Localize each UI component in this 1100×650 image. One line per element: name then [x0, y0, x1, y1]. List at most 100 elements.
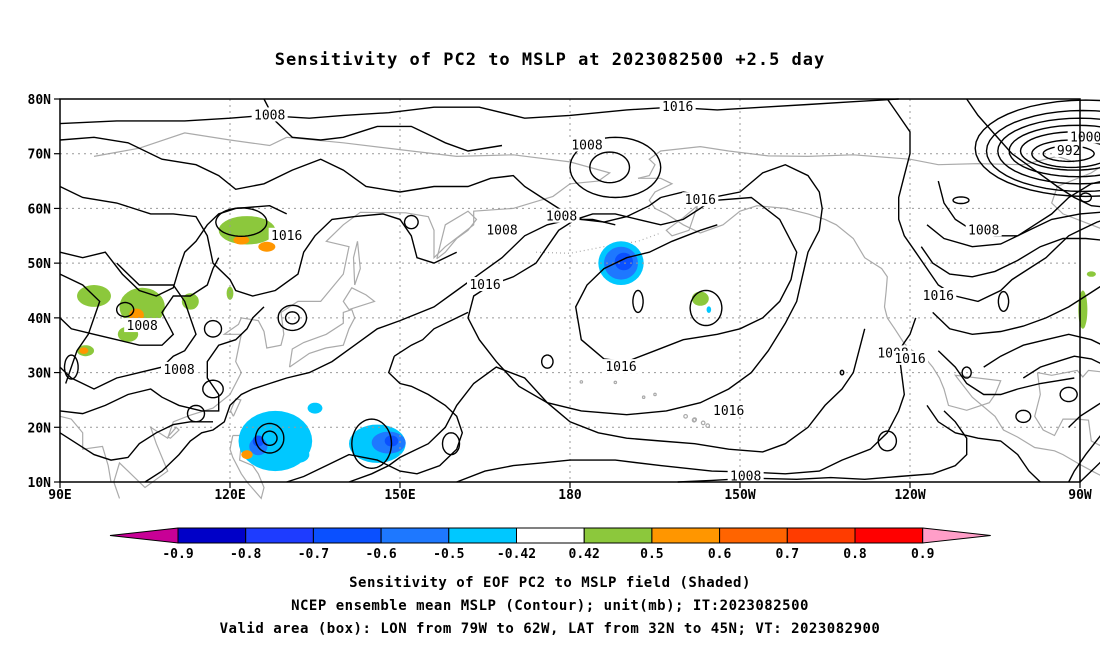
- coastline: [1051, 166, 1100, 229]
- contour-label-bg: [484, 222, 520, 237]
- sensitivity-patch: [286, 446, 310, 463]
- island: [653, 392, 657, 397]
- colorbar-label: 0.6: [708, 547, 732, 562]
- contour-label: 1008: [254, 108, 285, 123]
- coastline: [93, 132, 287, 157]
- colorbar-label: 0.7: [776, 547, 799, 562]
- sensitivity-patch: [218, 216, 276, 245]
- colorbar-label: 0.8: [843, 547, 867, 562]
- coastline: [167, 426, 180, 439]
- lat-tick-label: 10N: [28, 476, 52, 491]
- mslp-closed-contour: [277, 304, 308, 332]
- mslp-contour: [937, 350, 1075, 396]
- mslp-closed-contour: [351, 418, 393, 470]
- lat-tick-label: 80N: [28, 93, 52, 108]
- coastline: [1034, 372, 1100, 447]
- contour-label: 992: [1057, 144, 1080, 159]
- island: [705, 423, 711, 429]
- island: [700, 420, 706, 426]
- mslp-closed-contour: [541, 354, 554, 369]
- contour-label: 1008: [968, 223, 999, 238]
- mslp-contour: [144, 319, 401, 483]
- mslp-closed-contour: [186, 404, 206, 423]
- sensitivity-patch: [307, 402, 323, 414]
- mslp-closed-contour: [997, 117, 1100, 185]
- mslp-contour: [59, 185, 458, 297]
- colorbar-label: 0.5: [640, 547, 663, 562]
- mslp-contour: [263, 98, 503, 152]
- mslp-contour: [926, 405, 1041, 483]
- mslp-contour: [59, 204, 288, 297]
- contour-label: 1008: [486, 223, 517, 238]
- lat-lon-grid: [60, 99, 1080, 482]
- contour-label: 1016: [662, 100, 693, 115]
- contour-label: 1016: [894, 352, 925, 367]
- mslp-closed-contour: [985, 109, 1100, 193]
- island: [579, 380, 584, 384]
- lat-tick-label: 70N: [28, 148, 52, 163]
- mslp-contour: [393, 311, 469, 357]
- mslp-contour: [574, 196, 798, 363]
- mslp-closed-contour: [1019, 131, 1100, 171]
- island: [613, 380, 618, 385]
- coastline: [665, 205, 699, 237]
- mslp-contour: [59, 262, 197, 390]
- mslp-closed-contour: [116, 301, 135, 318]
- mslp-contour: [59, 273, 101, 384]
- sensitivity-patch: [258, 241, 276, 252]
- coastline: [288, 308, 356, 368]
- colorbar: -0.9 -0.8 -0.7 -0.6 -0.5 -0.42 0.42 0.5 0.6 0.7 0.…: [109, 527, 991, 562]
- lat-tick-label: 30N: [28, 367, 52, 382]
- coastline: [342, 287, 376, 311]
- mslp-closed-contour: [974, 99, 1100, 198]
- lat-tick-label: 40N: [28, 312, 52, 327]
- contour-label: 1008: [163, 363, 194, 378]
- coastline: [352, 241, 361, 286]
- coastline: [436, 210, 478, 260]
- mslp-closed-contour: [203, 319, 223, 338]
- lat-tick-label: 50N: [28, 257, 52, 272]
- contour-label-bg: [124, 318, 161, 333]
- mslp-contour: [399, 218, 616, 322]
- mslp-contour: [59, 98, 899, 125]
- colorbar-label: 0.9: [911, 547, 934, 562]
- mslp-contours: [59, 98, 1100, 483]
- mslp-closed-contour: [1015, 409, 1032, 424]
- mslp-closed-contour: [632, 289, 644, 314]
- coastline: [637, 145, 1075, 179]
- mslp-closed-contour: [839, 369, 845, 376]
- lon-tick-label: 90E: [48, 488, 71, 503]
- contour-label-bg: [251, 107, 288, 122]
- sensitivity-patch: [1086, 271, 1096, 277]
- map-title: Sensitivity of PC2 to MSLP at 2023082500…: [274, 50, 826, 70]
- mslp-closed-contour: [952, 196, 970, 205]
- colorbar-label: -0.7: [298, 547, 329, 562]
- map-axes: 10N 20N 30N 40N 50N 60N 70N 80N 90E 120E 150E 180 15…: [28, 93, 1092, 503]
- mslp-closed-contour: [1079, 192, 1092, 203]
- mslp-closed-contour: [1059, 386, 1078, 403]
- contour-label-bg: [268, 227, 305, 242]
- mslp-closed-contour: [202, 379, 224, 399]
- contour-label-bg: [569, 137, 605, 152]
- coastline: [1037, 369, 1100, 378]
- colorbar-segment: [448, 527, 517, 544]
- mslp-closed-contour: [254, 422, 285, 454]
- contour-label-bg: [920, 287, 957, 302]
- contour-label-bg: [161, 361, 197, 376]
- contour-label: 1016: [713, 404, 744, 419]
- colorbar-segment: [177, 527, 247, 544]
- contour-label: 1008: [730, 470, 761, 485]
- sensitivity-patch: [226, 286, 234, 300]
- mslp-closed-contour: [63, 354, 79, 380]
- caption-valid-area: Valid area (box): LON from 79W to 62W, L…: [219, 621, 881, 637]
- colorbar-segment: [245, 527, 314, 544]
- lon-tick-label: 150E: [384, 488, 415, 503]
- mslp-closed-contour: [403, 214, 419, 230]
- contour-label-bg: [965, 222, 1002, 237]
- contour-label-bg: [543, 208, 580, 223]
- caption-shading: Sensitivity of EOF PC2 to MSLP field (Sh…: [349, 575, 751, 591]
- island: [691, 417, 697, 423]
- contour-label: 1016: [605, 360, 636, 375]
